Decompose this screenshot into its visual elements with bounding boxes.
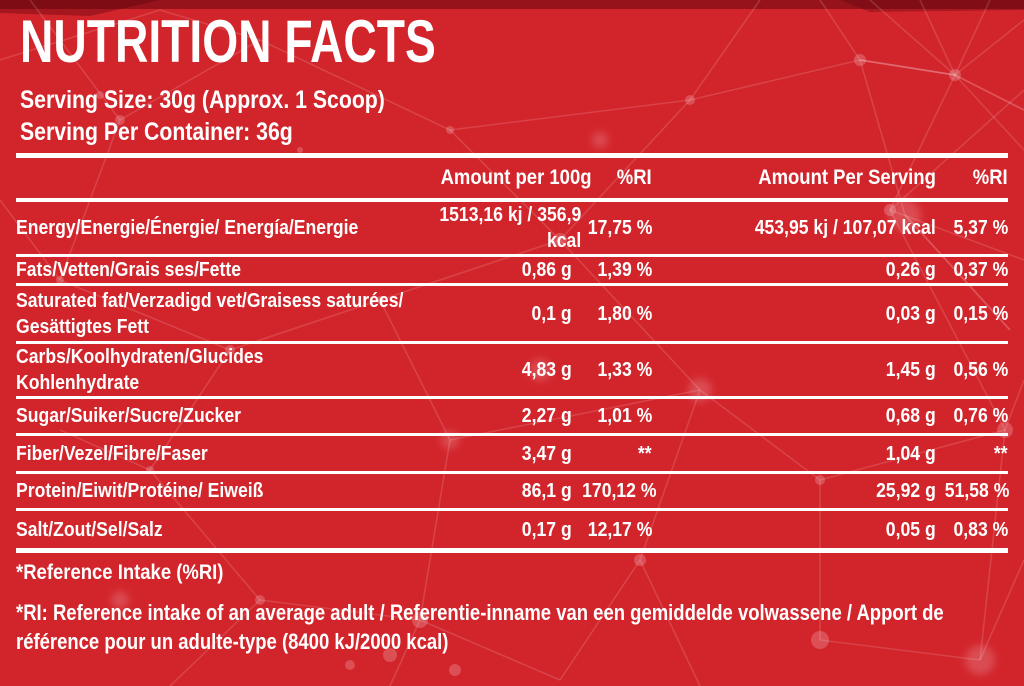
table-row-energy: Energy/Energie/Énergie/ Energía/Energie … — [16, 202, 1008, 257]
table-row-fiber: Fiber/Vezel/Fibre/Faser 3,47 g ** 1,04 g… — [16, 436, 1008, 474]
amount-per-100g-value: 3,47 g — [522, 442, 572, 465]
ri-serving-value: 5,37 % — [953, 217, 1008, 239]
label-content: NUTRITION FACTS Serving Size: 30g (Appro… — [16, 0, 1010, 656]
page-title: NUTRITION FACTS — [20, 8, 436, 75]
table-row-saturated-fat: Saturated fat/Verzadigd vet/Graisess sat… — [16, 286, 1008, 344]
ri-100g-value: 1,01 % — [597, 405, 652, 427]
table-row-protein: Protein/Eiwit/Protéine/ Eiweiß 86,1 g 17… — [16, 474, 1010, 511]
ri-100g-value: 12,17 % — [587, 518, 652, 541]
ri-serving-value: 0,83 % — [953, 518, 1008, 541]
table-body: Energy/Energie/Énergie/ Energía/Energie … — [16, 202, 1010, 548]
serving-size-text: Serving Size: 30g (Approx. 1 Scoop) — [20, 86, 385, 114]
amount-per-serving-value: 0,68 g — [886, 405, 936, 427]
amount-per-100g-value: 86,1 g — [522, 480, 572, 502]
nutrition-table: Amount per 100g %RI Amount Per Serving %… — [16, 153, 1010, 553]
amount-per-serving-value: 453,95 kj / 107,07 kcal — [754, 217, 936, 239]
header-ri-100g: %RI — [617, 166, 652, 189]
ri-100g-value: 17,75 % — [587, 217, 652, 239]
nutrient-name: Sugar/Suiker/Sucre/Zucker — [16, 405, 241, 427]
amount-per-serving-value: 0,05 g — [886, 518, 936, 541]
ri-serving-value: 0,76 % — [953, 405, 1008, 427]
ri-100g-value: 1,80 % — [597, 302, 652, 325]
ri-serving-value: 0,15 % — [953, 302, 1008, 325]
nutrient-name: Carbs/Koolhydraten/Glucides Kohlenhydrat… — [16, 346, 264, 394]
nutrient-name: Fats/Vetten/Grais ses/Fette — [16, 259, 241, 281]
amount-per-serving-value: 0,26 g — [886, 259, 936, 281]
amount-per-100g-value: 4,83 g — [522, 359, 572, 381]
nutrient-name: Salt/Zout/Sel/Salz — [16, 518, 163, 541]
serving-info: Serving Size: 30g (Approx. 1 Scoop) Serv… — [20, 84, 1008, 148]
amount-per-serving-value: 1,04 g — [886, 442, 936, 465]
ri-serving-value: 51,58 % — [944, 480, 1010, 502]
amount-per-serving-value: 0,03 g — [886, 302, 936, 325]
ri-100g-value: 170,12 % — [582, 480, 657, 502]
amount-per-100g-value: 0,86 g — [522, 259, 572, 281]
ri-serving-value: ** — [994, 442, 1008, 465]
header-amount-per-serving: Amount Per Serving — [758, 166, 936, 189]
ri-100g-value: 1,33 % — [597, 359, 652, 381]
table-row-fats: Fats/Vetten/Grais ses/Fette 0,86 g 1,39 … — [16, 257, 1008, 286]
nutrient-name: Protein/Eiwit/Protéine/ Eiweiß — [16, 480, 264, 502]
table-header-row: Amount per 100g %RI Amount Per Serving %… — [16, 158, 1008, 202]
serving-per-container-text: Serving Per Container: 36g — [20, 118, 293, 146]
table-row-salt: Salt/Zout/Sel/Salz 0,17 g 12,17 % 0,05 g… — [16, 511, 1008, 548]
amount-per-100g-value: 2,27 g — [522, 405, 572, 427]
amount-per-serving-value: 1,45 g — [886, 359, 936, 381]
nutrient-name: Fiber/Vezel/Fibre/Faser — [16, 442, 208, 465]
nutrient-name: Saturated fat/Verzadigd vet/Graisess sat… — [16, 289, 404, 338]
ri-serving-value: 0,37 % — [953, 259, 1008, 281]
ri-100g-value: 1,39 % — [597, 259, 652, 281]
footnote-ri-definition: *RI: Reference intake of an average adul… — [16, 600, 944, 654]
footnote-reference-intake: *Reference Intake (%RI) — [16, 561, 224, 584]
ri-serving-value: 0,56 % — [953, 359, 1008, 381]
header-ri-serving: %RI — [973, 166, 1008, 189]
amount-per-serving-value: 25,92 g — [876, 480, 936, 502]
header-amount-per-100g: Amount per 100g — [440, 166, 592, 189]
table-row-carbs: Carbs/Koolhydraten/Glucides Kohlenhydrat… — [16, 344, 1008, 399]
nutrient-name: Energy/Energie/Énergie/ Energía/Energie — [16, 217, 359, 239]
amount-per-100g-value: 0,1 g — [531, 302, 572, 325]
amount-per-100g-value: 1513,16 kj / 356,9 kcal — [439, 204, 582, 252]
table-row-sugar: Sugar/Suiker/Sucre/Zucker 2,27 g 1,01 % … — [16, 399, 1008, 436]
amount-per-100g-value: 0,17 g — [522, 518, 572, 541]
ri-100g-value: ** — [638, 442, 652, 465]
